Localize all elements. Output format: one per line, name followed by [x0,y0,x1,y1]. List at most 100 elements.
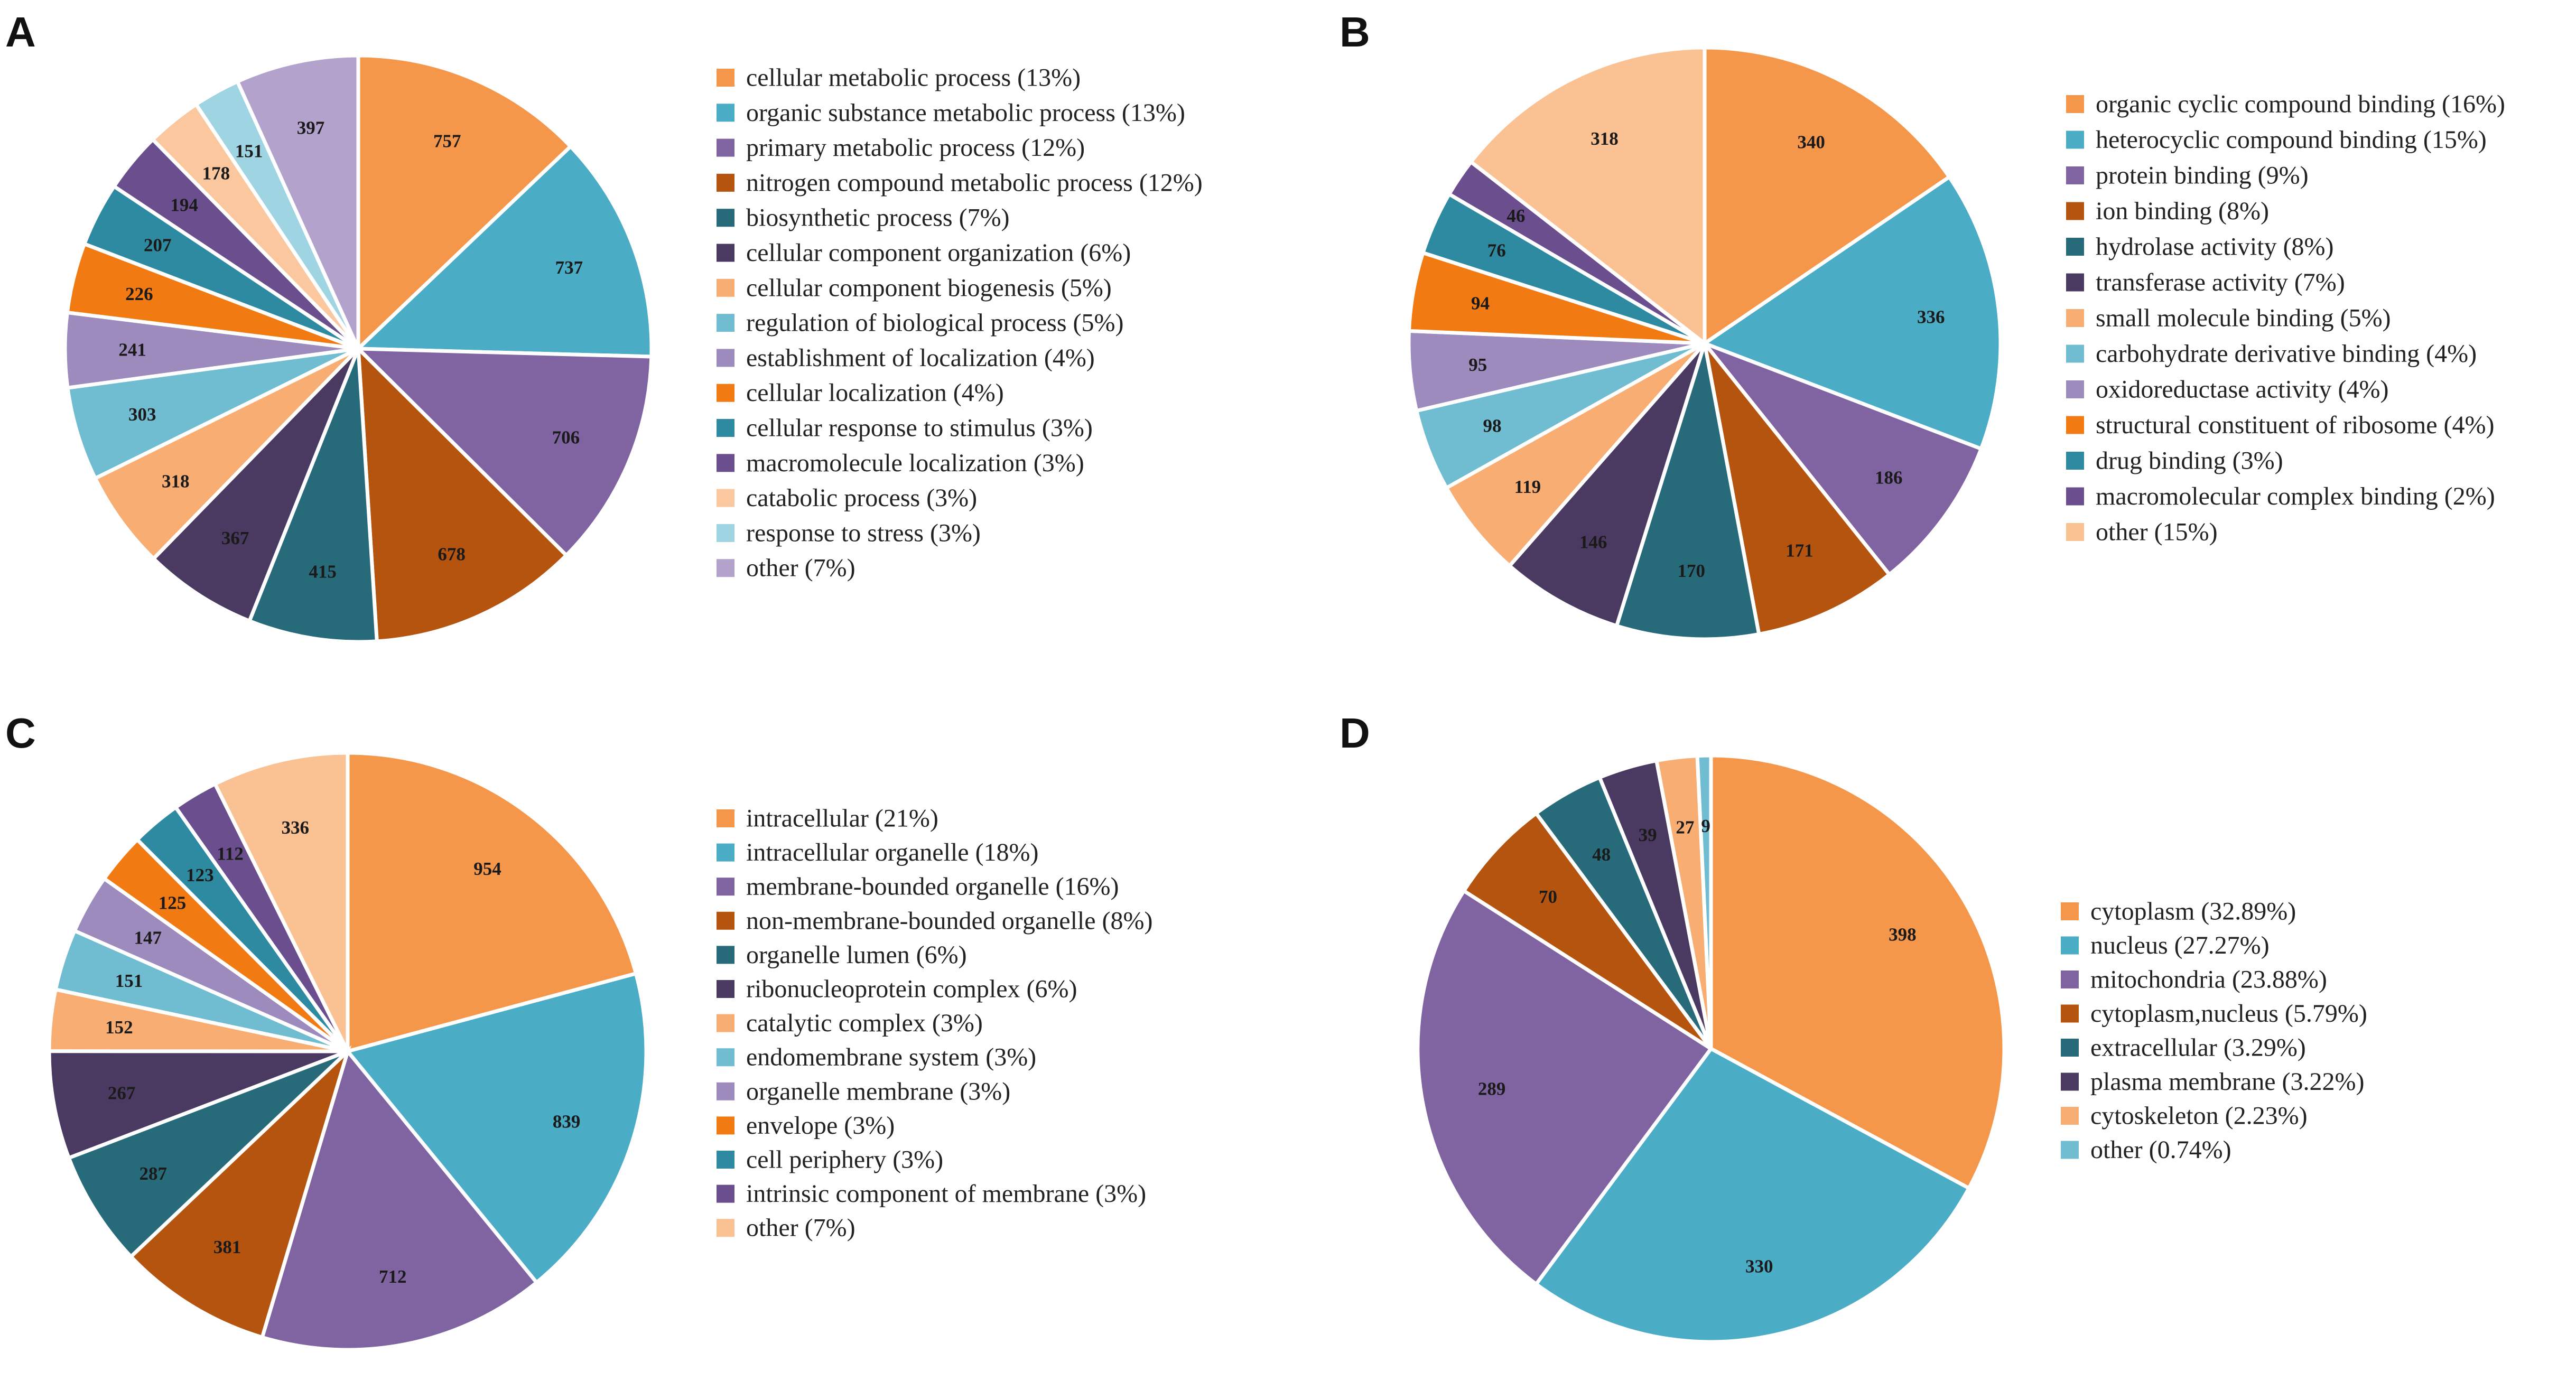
slice-value-label: 170 [1677,561,1705,581]
slice-value-label: 171 [1785,540,1814,561]
legend-swatch [717,384,734,402]
legend-swatch [717,878,734,896]
slice-value-label: 397 [297,118,325,138]
legend-label: envelope (3%) [746,1112,895,1140]
slice-value-label: 94 [1471,293,1490,314]
slice-value-label: 123 [186,865,214,885]
legend-swatch [2061,1004,2079,1023]
legend-swatch [717,278,734,297]
slice-value-label: 336 [1917,306,1945,327]
legend-swatch [2066,523,2084,541]
legend-label: structural constituent of ribosome (4%) [2096,411,2494,439]
pie-slice [1700,174,2003,452]
pie-slice [92,347,360,562]
pie-slice [1695,753,1713,1049]
legend-label: regulation of biological process (5%) [746,309,1123,337]
slice-value-label: 147 [134,928,162,948]
legend-swatch [2061,936,2079,955]
pie-slice [356,344,569,643]
legend-label: membrane-bounded organelle (16%) [746,873,1119,901]
legend-swatch [717,946,734,964]
pie-slice [212,751,350,1052]
legend-label: ribonucleoprotein complex (6%) [746,975,1077,1003]
slice-value-label: 381 [213,1237,241,1257]
slice-value-label: 98 [1483,415,1501,436]
legend-swatch [2061,1072,2079,1091]
pie-slice [1461,810,1713,1050]
legend-swatch [2066,166,2084,184]
legend-swatch [717,138,734,157]
slice-value-label: 151 [115,971,143,991]
slice-value-label: 76 [1487,240,1506,261]
legend-swatch [717,419,734,437]
legend-swatch [717,489,734,507]
legend-swatch [717,524,734,542]
slice-value-label: 241 [118,340,146,360]
legend-swatch [2066,309,2084,327]
legend-label: cellular component biogenesis (5%) [746,274,1112,302]
legend-swatch [717,559,734,577]
legend-label: plasma membrane (3.22%) [2090,1068,2364,1096]
legend-label: response to stress (3%) [746,519,981,547]
slice-value-label: 119 [1514,477,1541,497]
legend-swatch [717,1219,734,1237]
legend-swatch [717,1014,734,1032]
legend-label: macromolecular complex binding (2%) [2096,482,2495,510]
legend-swatch [717,980,734,998]
legend-label: nitrogen compound metabolic process (12%… [746,169,1203,197]
slice-value-label: 330 [1745,1256,1773,1276]
legend-label: mitochondria (23.88%) [2090,966,2327,994]
legend-label: cellular localization (4%) [746,379,1004,407]
legend-swatch [717,314,734,332]
legend-label: protein binding (9%) [2096,162,2309,190]
pie-slice [128,1045,352,1340]
legend-label: carbohydrate derivative binding (4%) [2096,340,2477,368]
legend-label: nucleus (27.27%) [2090,931,2270,959]
slice-value-label: 415 [309,562,337,582]
pie-slice [1703,45,1952,347]
pie-slice [1416,888,1714,1287]
legend-swatch [717,244,734,262]
legend-label: cellular component organization (6%) [746,239,1131,267]
pie-slice [356,53,573,353]
legend-label: macromolecule localization (3%) [746,449,1084,477]
slice-value-label: 318 [162,471,190,492]
legend-label: intracellular (21%) [746,805,938,833]
legend-swatch [717,1184,734,1203]
pie-slice [1614,342,1761,641]
pie-slice [66,1049,349,1259]
legend-label: ion binding (8%) [2096,197,2269,225]
legend-swatch [2066,452,2084,470]
pie-slice [344,971,648,1285]
slice-value-label: 398 [1889,925,1917,945]
pie-slice [1703,342,1892,637]
slice-value-label: 954 [473,859,501,879]
panel-letter-c: C [5,710,36,757]
pie-slice [1444,341,1706,568]
legend-swatch [717,843,734,862]
legend-swatch [2066,487,2084,506]
legend-label: transferase activity (7%) [2096,268,2345,296]
legend-label: heterocyclic compound binding (15%) [2096,126,2487,154]
legend-swatch [2061,1141,2079,1159]
slice-value-label: 146 [1579,532,1607,553]
slice-value-label: 340 [1797,132,1825,152]
legend-swatch [717,809,734,827]
slice-value-label: 757 [433,131,461,152]
panel-letter-b: B [1340,8,1370,55]
legend-label: intrinsic component of membrane (3%) [746,1180,1146,1208]
legend-label: cell periphery (3%) [746,1146,943,1174]
legend-label: other (0.74%) [2090,1136,2231,1164]
legend-label: drug binding (3%) [2096,447,2283,475]
legend-label: hydrolase activity (8%) [2096,233,2334,261]
slice-value-label: 95 [1468,354,1487,375]
legend-swatch [2061,902,2079,920]
panel-d: D 398 330 289 70 48 39 27 9 cytoplasm (32.89%) nu… [1340,710,2367,1344]
pie-slice [66,347,359,481]
panel-letter-a: A [5,8,36,55]
legend-swatch [717,1082,734,1100]
pie-slice [259,1047,540,1352]
legend-label: intracellular organelle (18%) [746,838,1039,866]
legend-swatch [2066,416,2084,434]
